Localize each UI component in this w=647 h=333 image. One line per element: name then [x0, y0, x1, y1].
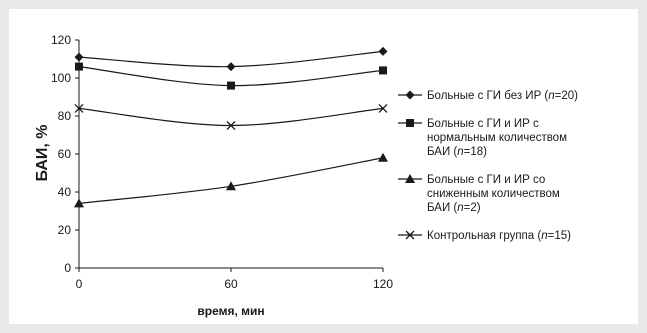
series-s2 [75, 62, 387, 90]
legend-label-part: n [457, 202, 463, 214]
legend-label-part: Контрольная группа ( [427, 230, 541, 242]
y-tick-label: 0 [64, 261, 71, 275]
y-tick-label: 40 [58, 185, 72, 199]
legend-label-part: БАИ ( [427, 202, 457, 214]
legend-item: Больные с ГИ и ИР с нормальным количество… [398, 118, 567, 158]
y-tick-label: 120 [51, 33, 71, 47]
legend-item: Больные с ГИ и ИР со сниженным количество… [398, 174, 560, 214]
data-point-diamond [378, 46, 388, 56]
legend-item: Контрольная группа (n=15) [398, 230, 571, 242]
legend-label: Контрольная группа (n=15) [427, 230, 571, 242]
data-point-cross [378, 103, 388, 113]
y-tick-label: 20 [58, 223, 72, 237]
series-s3 [74, 152, 388, 208]
legend-label-part: Больные с ГИ и ИР с [427, 118, 539, 130]
y-axis-label: БАИ, % [34, 124, 51, 181]
legend-label-part: Больные с ГИ без ИР ( [427, 90, 548, 102]
data-point-cross [226, 121, 236, 130]
chart-panel [9, 9, 638, 324]
series-line [78, 107, 384, 127]
legend-label: нормальным количеством [427, 132, 567, 144]
legend-item: Больные с ГИ без ИР (n=20) [398, 90, 578, 102]
y-tick-label: 60 [58, 147, 72, 161]
legend-label-part: n [457, 146, 463, 158]
x-tick-label: 60 [224, 277, 238, 291]
legend-label: Больные с ГИ и ИР с [427, 118, 539, 130]
legend-label-part: Больные с ГИ и ИР со [427, 174, 545, 186]
legend-label-part: =20) [555, 90, 579, 102]
legend-label: Больные с ГИ без ИР (n=20) [427, 90, 578, 102]
y-tick-label: 100 [51, 71, 71, 85]
series-line [78, 157, 384, 204]
data-point-triangle [226, 181, 236, 191]
legend-label: Больные с ГИ и ИР со [427, 174, 545, 186]
legend-label-part: =18) [464, 146, 488, 158]
legend-label-part: БАИ ( [427, 146, 457, 158]
legend-label-part: =2) [464, 202, 481, 214]
x-tick-label: 120 [373, 277, 393, 291]
data-point-diamond [226, 62, 236, 72]
legend-label: сниженным количеством [427, 188, 560, 200]
data-point-square [75, 62, 83, 71]
legend-label-part: нормальным количеством [427, 132, 567, 144]
legend-swatch-marker [405, 230, 415, 240]
legend-swatch-marker [406, 119, 414, 127]
data-point-triangle [74, 198, 84, 208]
series-s4 [74, 103, 388, 130]
y-tick-label: 80 [58, 109, 72, 123]
series-s1 [74, 46, 388, 72]
legend-label-part: сниженным количеством [427, 188, 560, 200]
legend-label-part: =15) [548, 230, 572, 242]
legend: Больные с ГИ без ИР (n=20)Больные с ГИ и… [398, 90, 578, 242]
legend-label-part: n [548, 90, 554, 102]
legend-label: БАИ (n=18) [427, 146, 487, 158]
data-point-square [227, 81, 235, 90]
legend-swatch-marker [405, 90, 415, 100]
data-point-cross [74, 103, 84, 113]
legend-swatch-marker [405, 174, 415, 183]
x-axis-label: время, мин [197, 304, 264, 318]
data-point-triangle [378, 152, 388, 162]
data-point-square [379, 66, 387, 75]
legend-label: БАИ (n=2) [427, 202, 481, 214]
axes: 0 20 40 60 80 100 120 0 60 120 [51, 33, 393, 291]
legend-label-part: n [541, 230, 547, 242]
series-group [74, 46, 388, 208]
x-tick-label: 0 [76, 277, 83, 291]
data-point-diamond [74, 52, 84, 62]
